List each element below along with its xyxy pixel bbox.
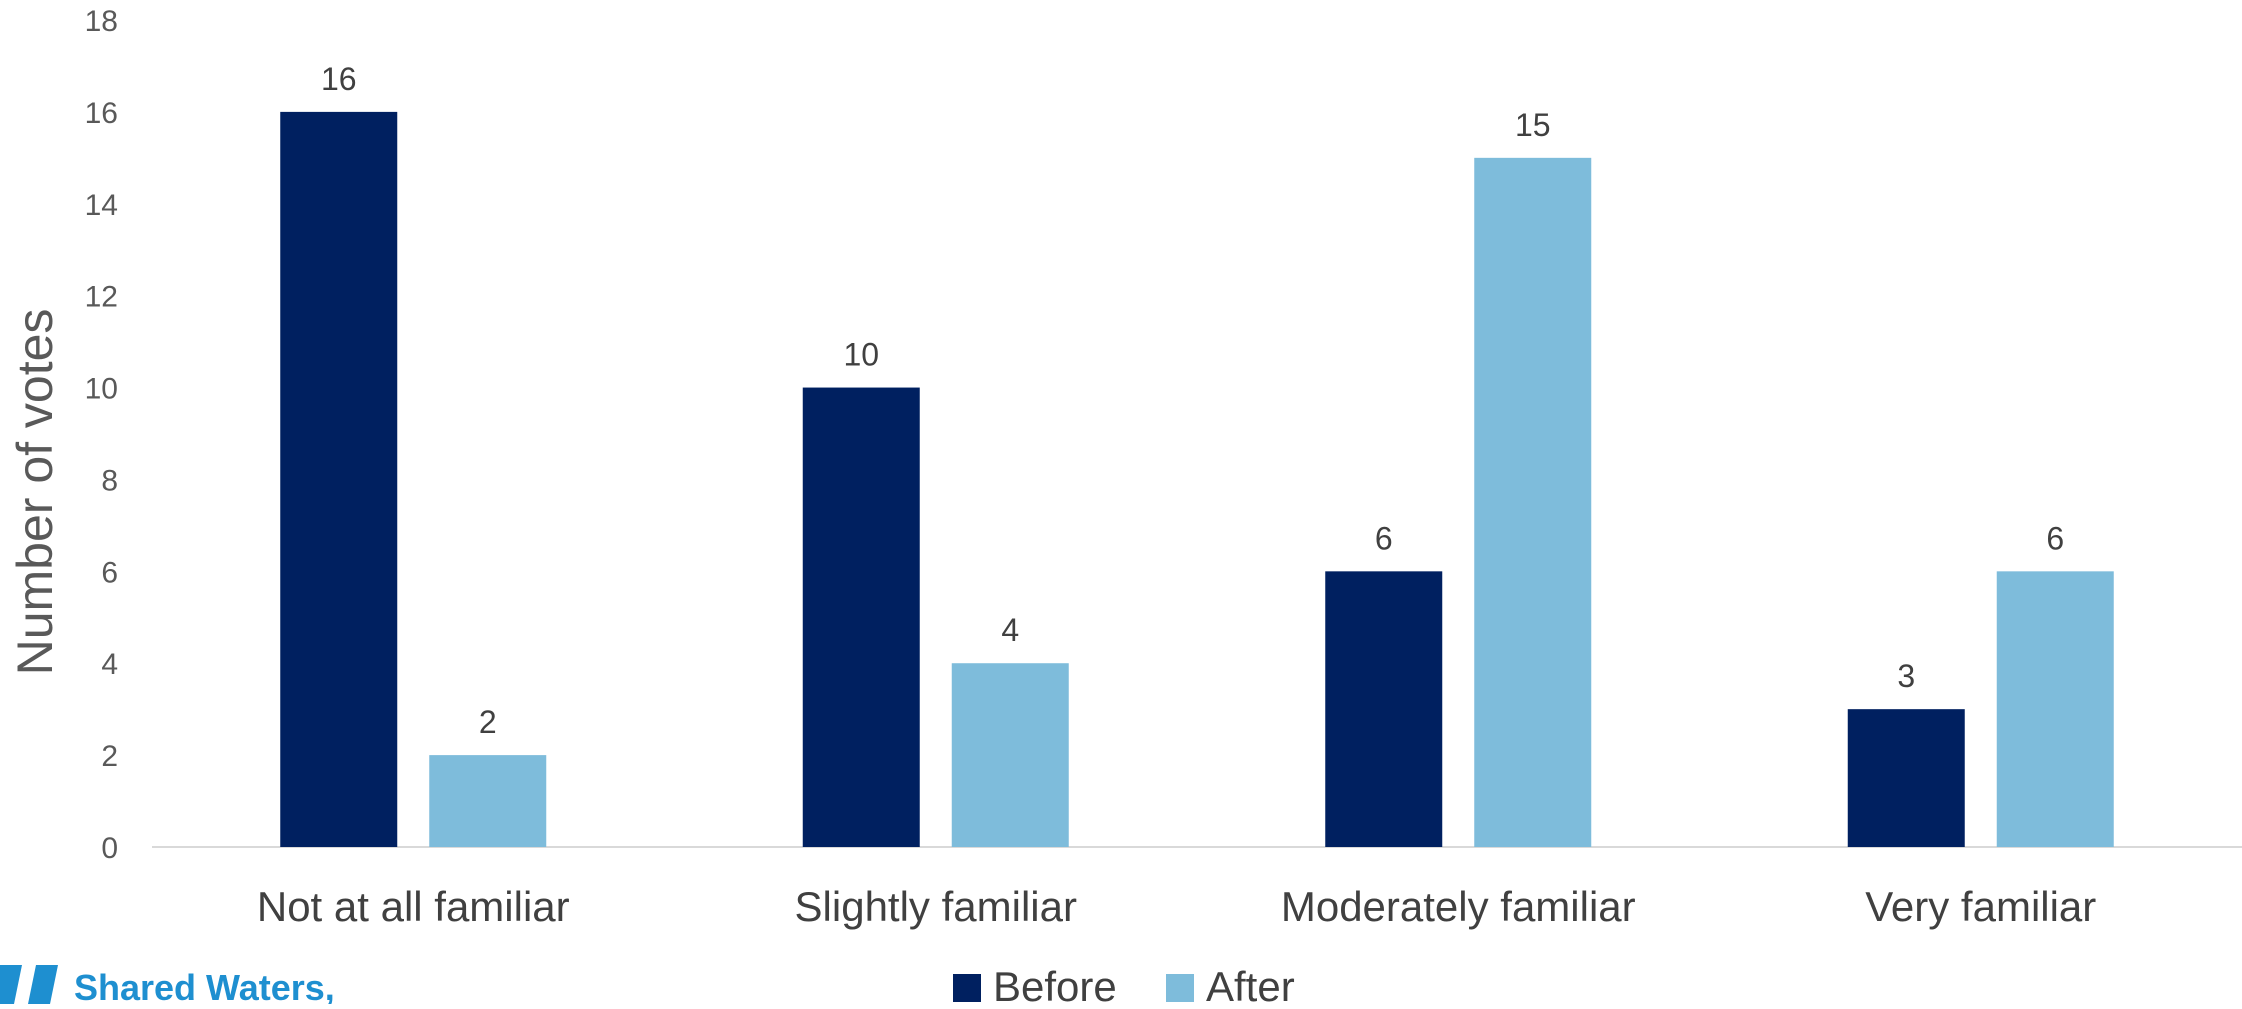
bar-after [429,755,547,847]
y-axis-title: Number of votes [7,309,63,676]
category-label: Moderately familiar [1281,883,1636,930]
y-tick-label: 8 [101,464,118,497]
category-label: Slightly familiar [795,883,1077,930]
data-labels: 16 2 10 4 6 15 3 6 [321,61,2064,740]
legend: Before After [953,963,1295,1009]
bar-after [1474,157,1592,848]
category-labels: Not at all familiar Slightly familiar Mode… [257,883,2096,930]
data-label: 15 [1515,107,1551,143]
bar-before [802,387,920,847]
bar-before [1847,709,1965,847]
y-tick-label: 16 [85,97,118,130]
y-tick-label: 10 [85,373,118,406]
y-tick-label: 14 [85,189,118,222]
data-label: 6 [1375,520,1393,556]
logo: Shared Waters, [0,965,335,1008]
data-label: 3 [1897,658,1915,694]
y-axis-ticks: 0 2 4 6 8 10 12 14 16 18 [85,5,118,865]
data-label: 10 [843,337,879,373]
legend-swatch-before [953,974,981,1002]
y-tick-label: 12 [85,281,118,314]
bar-after [1996,571,2114,847]
bar-before [280,111,398,847]
legend-label-after: After [1206,963,1295,1004]
y-tick-label: 2 [101,740,118,773]
bar-after [951,663,1069,847]
y-tick-label: 4 [101,648,118,681]
y-axis-title-group: Number of votes [7,309,63,676]
bar-before [1325,571,1443,847]
y-tick-label: 18 [85,5,118,38]
data-label: 16 [321,61,357,97]
logo-mark-icon [28,965,58,1004]
legend-label-before: Before [993,963,1117,1004]
data-label: 4 [1001,612,1019,648]
logo-text: Shared Waters, [74,967,335,1004]
bars [280,111,2114,848]
y-tick-label: 6 [101,556,118,589]
y-tick-label: 0 [101,832,118,865]
data-label: 2 [479,704,497,740]
data-label: 6 [2046,520,2064,556]
category-label: Not at all familiar [257,883,570,930]
category-label: Very familiar [1865,883,2096,930]
logo-mark-icon [0,965,22,1004]
legend-swatch-after [1166,974,1194,1002]
